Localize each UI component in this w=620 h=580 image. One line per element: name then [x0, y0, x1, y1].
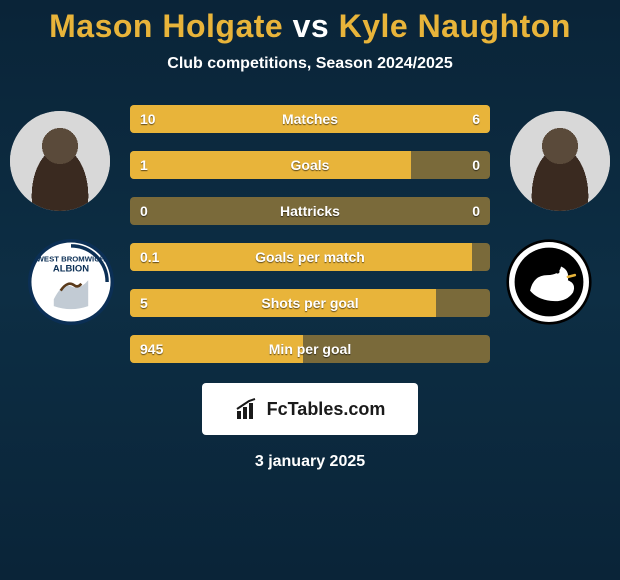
stat-bars: 10Matches61Goals00Hattricks00.1Goals per… [130, 101, 490, 363]
stat-label: Min per goal [130, 335, 490, 363]
svg-text:WEST BROMWICH: WEST BROMWICH [37, 254, 106, 263]
stat-right-value [470, 243, 490, 271]
player1-avatar [10, 111, 110, 211]
page-title: Mason Holgate vs Kyle Naughton [0, 8, 620, 45]
vs-label: vs [293, 8, 330, 44]
swansea-crest-icon [506, 239, 592, 325]
date-label: 3 january 2025 [0, 453, 620, 471]
stat-row: 945Min per goal [130, 335, 490, 363]
compare-area: WEST BROMWICH ALBION 10Matches61Goals00H… [0, 101, 620, 363]
player2-avatar [510, 111, 610, 211]
stat-right-value: 6 [462, 105, 490, 133]
stat-row: 1Goals0 [130, 151, 490, 179]
avatar-placeholder-icon [10, 111, 110, 211]
stat-label: Goals [130, 151, 490, 179]
stat-right-value: 0 [462, 151, 490, 179]
branding-text: FcTables.com [267, 399, 386, 420]
player1-club-logo: WEST BROMWICH ALBION [28, 239, 114, 325]
fctables-logo-icon [235, 397, 259, 421]
player2-name: Kyle Naughton [339, 8, 571, 44]
stat-right-value [470, 289, 490, 317]
player2-club-logo [506, 239, 592, 325]
stat-right-value [470, 335, 490, 363]
stat-right-value: 0 [462, 197, 490, 225]
wba-crest-icon: WEST BROMWICH ALBION [28, 239, 114, 325]
stat-label: Goals per match [130, 243, 490, 271]
stat-label: Matches [130, 105, 490, 133]
stat-row: 5Shots per goal [130, 289, 490, 317]
subtitle: Club competitions, Season 2024/2025 [0, 55, 620, 73]
stat-row: 0.1Goals per match [130, 243, 490, 271]
player1-name: Mason Holgate [49, 8, 283, 44]
stat-row: 10Matches6 [130, 105, 490, 133]
stat-row: 0Hattricks0 [130, 197, 490, 225]
stat-label: Shots per goal [130, 289, 490, 317]
avatar-placeholder-icon [510, 111, 610, 211]
branding-badge: FcTables.com [202, 383, 418, 435]
stat-label: Hattricks [130, 197, 490, 225]
svg-text:ALBION: ALBION [53, 264, 89, 275]
